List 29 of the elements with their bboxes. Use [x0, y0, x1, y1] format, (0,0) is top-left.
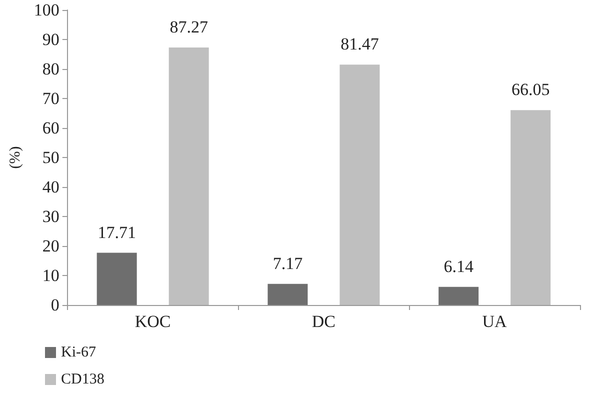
- y-tick-label: 20: [42, 236, 60, 256]
- y-tick-label: 90: [42, 30, 60, 49]
- y-tick-label: 30: [42, 207, 60, 226]
- data-label: 7.17: [272, 254, 304, 273]
- bar: [268, 284, 308, 305]
- data-label: 6.14: [444, 256, 474, 276]
- y-tick-label: 80: [42, 60, 60, 78]
- bar: [96, 252, 137, 305]
- y-axis-title: (%): [8, 146, 24, 169]
- bar: [340, 64, 380, 305]
- y-tick-label: 100: [34, 0, 60, 20]
- bar: [168, 48, 209, 305]
- y-tick-label: 40: [42, 178, 60, 196]
- legend-label: CD138: [61, 372, 104, 388]
- data-label: 17.71: [98, 222, 136, 242]
- y-tick-label: 60: [42, 118, 60, 138]
- y-tick-label: 70: [42, 89, 60, 108]
- legend-label: Ki-67: [61, 344, 96, 360]
- data-label: 81.47: [340, 34, 380, 54]
- y-tick-label: 10: [42, 266, 60, 285]
- x-tick-label: UA: [482, 312, 508, 331]
- y-tick-label: 50: [42, 148, 60, 167]
- x-tick-label: DC: [312, 312, 336, 331]
- x-tick-label: KOC: [134, 312, 171, 331]
- data-label: 87.27: [170, 18, 208, 37]
- bar: [438, 286, 479, 305]
- y-tick-label: 0: [50, 296, 60, 314]
- data-label: 66.05: [511, 80, 550, 100]
- bar: [510, 110, 551, 305]
